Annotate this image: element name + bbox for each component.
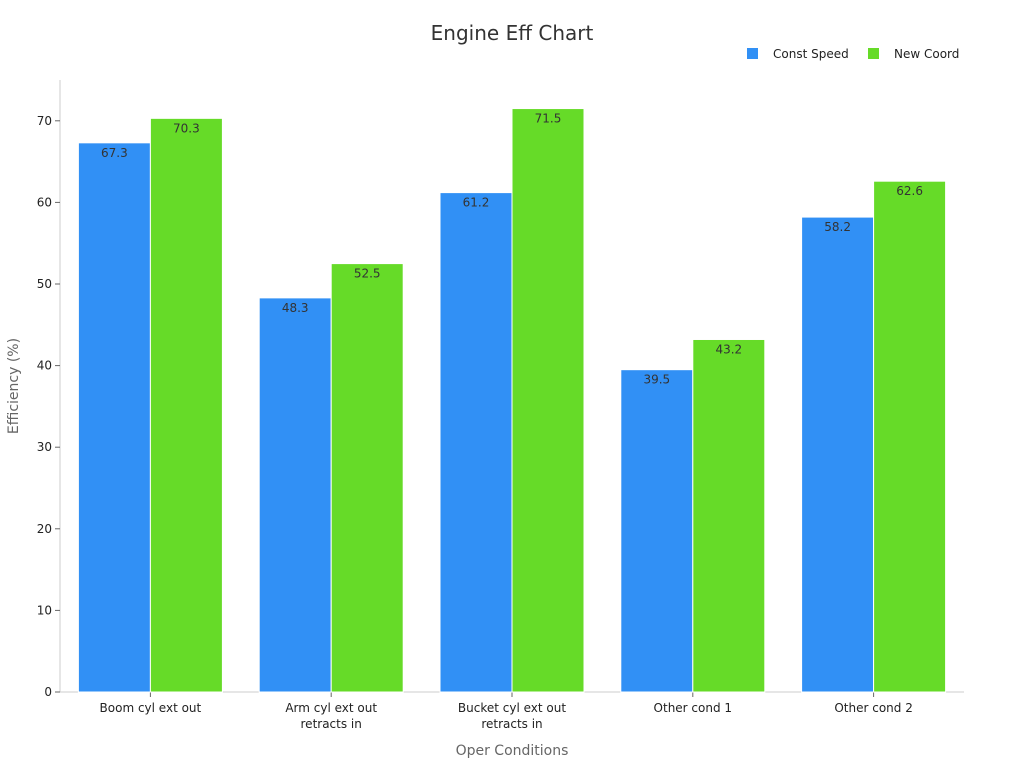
bar-new-coord	[149, 117, 223, 693]
x-tick-label: retracts in	[301, 717, 362, 731]
y-ticks: 0 10 20 30 40 50 60 70	[37, 114, 60, 699]
data-label: 39.5	[643, 373, 670, 387]
y-tick-label: 70	[37, 114, 52, 128]
bar-const-speed	[77, 142, 151, 693]
y-tick-label: 30	[37, 440, 52, 454]
bar-const-speed	[620, 369, 694, 693]
data-label: 71.5	[535, 112, 562, 126]
y-tick-label: 60	[37, 195, 52, 209]
x-tick-label: Bucket cyl ext out	[458, 701, 566, 715]
x-tick-label: Boom cyl ext out	[100, 701, 202, 715]
legend-label: Const Speed	[773, 47, 849, 61]
bars	[77, 108, 947, 693]
bar-const-speed	[258, 297, 332, 693]
y-tick-label: 40	[37, 359, 52, 373]
x-axis-title: Oper Conditions	[456, 743, 569, 759]
bar-new-coord	[692, 338, 766, 693]
legend-label: New Coord	[894, 47, 959, 61]
data-label: 58.2	[824, 220, 851, 234]
data-label: 48.3	[282, 301, 309, 315]
y-tick-label: 0	[44, 685, 52, 699]
chart-title: Engine Eff Chart	[431, 21, 594, 45]
bar-new-coord	[873, 180, 947, 693]
x-tick-label: Other cond 2	[834, 701, 913, 715]
y-tick-label: 20	[37, 522, 52, 536]
x-tick-label: Other cond 1	[654, 701, 733, 715]
bar-new-coord	[330, 263, 404, 693]
bar-new-coord	[511, 108, 585, 693]
data-label: 70.3	[173, 121, 200, 135]
data-label: 52.5	[354, 267, 381, 281]
data-label: 67.3	[101, 146, 128, 160]
y-axis-title: Efficiency (%)	[6, 338, 22, 434]
y-tick-label: 10	[37, 603, 52, 617]
y-tick-label: 50	[37, 277, 52, 291]
legend-swatch	[868, 48, 879, 59]
data-label: 61.2	[463, 196, 490, 210]
data-label: 62.6	[896, 184, 923, 198]
legend: Const Speed New Coord	[747, 47, 959, 61]
bar-const-speed	[439, 192, 513, 693]
data-labels: 67.3 70.3 48.3 52.5 61.2 71.5 39.5 43.2 58.2 62.6	[101, 112, 923, 387]
legend-swatch	[747, 48, 758, 59]
data-label: 43.2	[715, 342, 742, 356]
axes: 0 10 20 30 40 50 60 70 Boom cyl ext out Arm cyl …	[37, 80, 964, 731]
x-tick-label: retracts in	[481, 717, 542, 731]
x-ticks: Boom cyl ext out Arm cyl ext out retracts …	[100, 692, 913, 731]
x-tick-label: Arm cyl ext out	[285, 701, 377, 715]
bar-const-speed	[801, 216, 875, 693]
